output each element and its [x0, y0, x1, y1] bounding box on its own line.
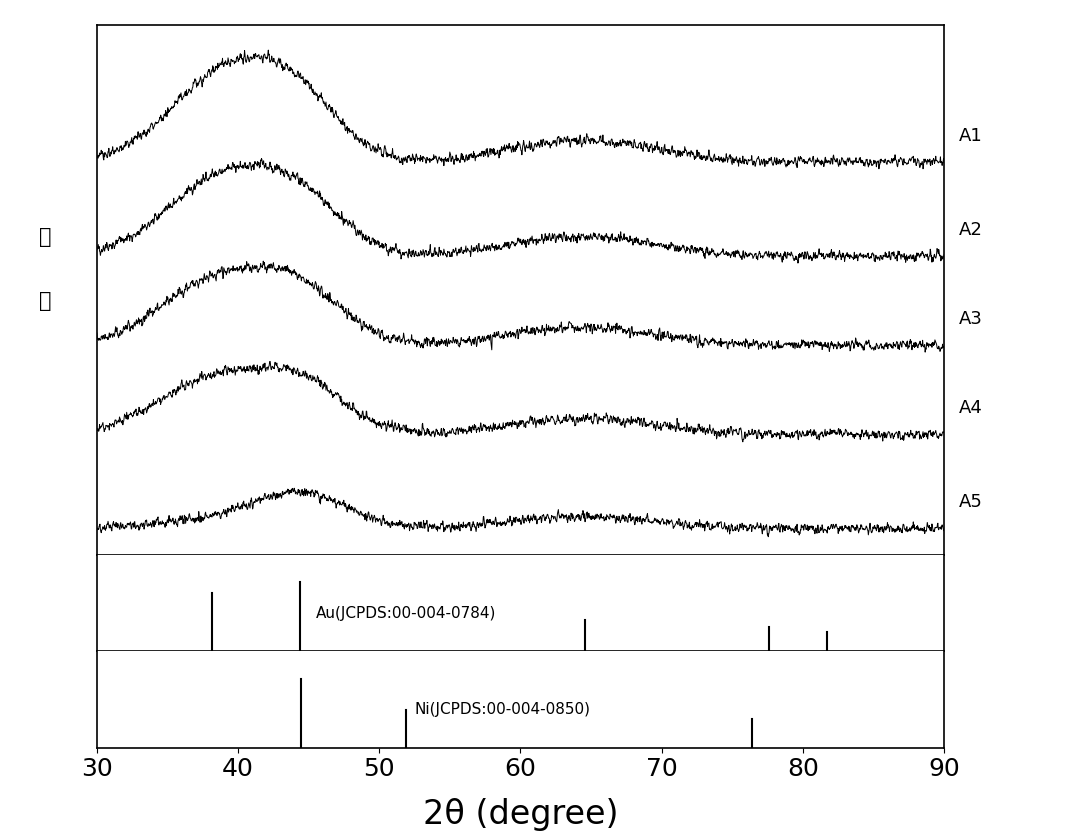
Text: 强: 强 [40, 227, 52, 247]
Text: Au(JCPDS:00-004-0784): Au(JCPDS:00-004-0784) [315, 606, 496, 621]
Text: A4: A4 [958, 399, 982, 417]
Text: 度: 度 [40, 291, 52, 311]
Text: A5: A5 [958, 493, 982, 512]
Text: A3: A3 [958, 310, 982, 328]
X-axis label: 2θ (degree): 2θ (degree) [423, 798, 618, 831]
Text: A1: A1 [958, 127, 982, 145]
Text: A2: A2 [958, 221, 982, 239]
Text: Ni(JCPDS:00-004-0850): Ni(JCPDS:00-004-0850) [414, 702, 590, 717]
